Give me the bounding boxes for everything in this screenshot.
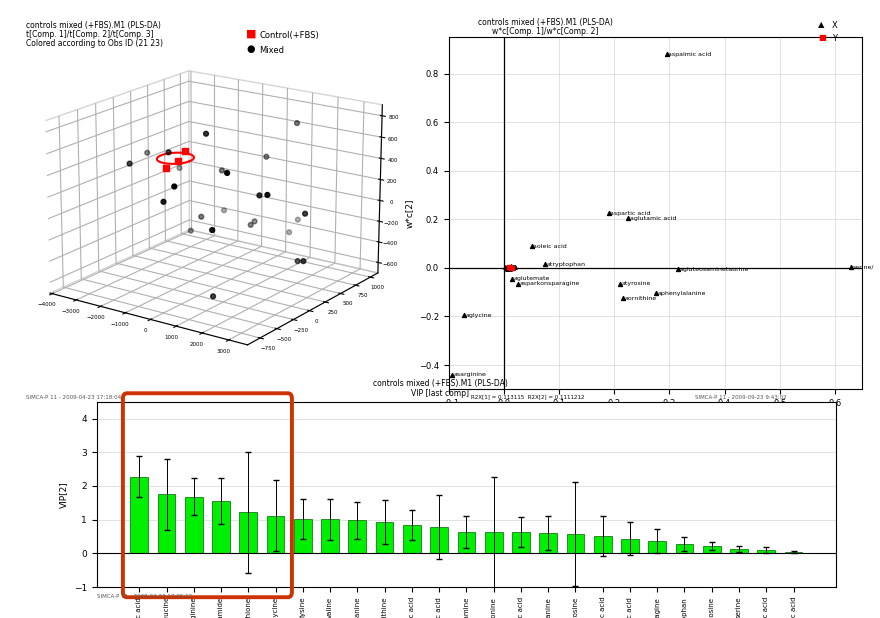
Text: aglycine: aglycine <box>466 313 493 318</box>
Point <box>501 262 515 272</box>
Point <box>508 262 522 272</box>
Point <box>499 263 513 273</box>
Point <box>612 279 627 289</box>
Point <box>503 264 517 274</box>
Text: controls mixed (+FBS).M1 (PLS-DA): controls mixed (+FBS).M1 (PLS-DA) <box>26 21 161 30</box>
Text: asarginine: asarginine <box>453 372 486 377</box>
Bar <box>730 549 748 553</box>
Bar <box>703 546 721 553</box>
Point <box>444 370 458 379</box>
Bar <box>376 522 393 553</box>
Text: ▲: ▲ <box>818 20 825 29</box>
Point <box>502 262 516 272</box>
Point <box>671 264 685 274</box>
Text: atryptophan: atryptophan <box>547 262 586 267</box>
Text: Mixed: Mixed <box>260 46 284 55</box>
Y-axis label: VIP[2]: VIP[2] <box>59 481 69 508</box>
Text: Colored according to Obs ID (21 23): Colored according to Obs ID (21 23) <box>26 40 164 48</box>
Point <box>505 274 519 284</box>
Bar <box>267 515 284 553</box>
Point <box>458 310 472 320</box>
Text: SIMCA-P 11 - 2009-04-23 17:18:04: SIMCA-P 11 - 2009-04-23 17:18:04 <box>26 395 121 400</box>
Bar <box>567 534 584 553</box>
Bar <box>758 550 775 553</box>
Text: asparkonsparagine: asparkonsparagine <box>519 281 580 286</box>
Point <box>615 294 629 303</box>
Point <box>649 289 663 298</box>
Text: aspalmic acid: aspalmic acid <box>668 51 712 57</box>
Bar <box>621 538 639 553</box>
Text: ●: ● <box>246 44 255 54</box>
Text: t[Comp. 1]/t[Comp. 2]/t[Comp. 3]: t[Comp. 1]/t[Comp. 2]/t[Comp. 3] <box>26 30 154 39</box>
Point <box>502 265 516 274</box>
Bar <box>485 533 502 553</box>
Point <box>503 261 517 271</box>
Point <box>506 263 520 273</box>
Bar <box>321 519 339 553</box>
Text: Y: Y <box>832 34 837 43</box>
Point <box>602 208 616 218</box>
Text: ■: ■ <box>246 29 257 39</box>
Bar <box>130 476 148 553</box>
Point <box>500 263 514 273</box>
Text: controls mixed (+FBS).M1 (PLS-DA): controls mixed (+FBS).M1 (PLS-DA) <box>372 379 508 388</box>
Text: aoleic acid: aoleic acid <box>533 243 567 248</box>
Bar <box>512 532 530 553</box>
Point <box>503 263 517 273</box>
Bar <box>239 512 257 553</box>
Text: X: X <box>832 22 838 30</box>
Point <box>505 263 519 273</box>
Point <box>499 263 513 273</box>
Bar <box>785 552 803 553</box>
Point <box>844 262 858 272</box>
Y-axis label: w*c[2]: w*c[2] <box>405 198 414 228</box>
Bar <box>403 525 421 553</box>
Bar <box>594 536 612 553</box>
Text: ■: ■ <box>818 33 826 41</box>
Text: aornithine: aornithine <box>624 296 656 301</box>
Point <box>539 260 553 269</box>
Text: SIMCA-P 11 - 2009-04-23 17:05:12: SIMCA-P 11 - 2009-04-23 17:05:12 <box>97 595 192 599</box>
X-axis label: w*c[1]: w*c[1] <box>641 413 671 423</box>
Text: Control(+FBS): Control(+FBS) <box>260 32 319 40</box>
Point <box>504 263 518 273</box>
Bar <box>539 533 557 553</box>
Bar <box>649 541 666 553</box>
Text: controls mixed (+FBS).M1 (PLS-DA): controls mixed (+FBS).M1 (PLS-DA) <box>478 18 613 27</box>
Text: aphenylalanine: aphenylalanine <box>657 291 706 296</box>
Point <box>510 279 524 289</box>
Bar <box>676 544 693 553</box>
Point <box>502 264 516 274</box>
Point <box>500 263 514 273</box>
Point <box>504 261 518 271</box>
Text: atyrosine: atyrosine <box>621 281 651 286</box>
Text: serine/: serine/ <box>853 265 875 269</box>
Bar <box>294 519 312 553</box>
Point <box>660 49 674 59</box>
Point <box>621 213 635 223</box>
Point <box>502 263 516 273</box>
Bar <box>458 532 475 553</box>
Text: aspartic acid: aspartic acid <box>611 211 651 216</box>
Text: R2X[1] = 0.113115  R2X[2] = 0.1111212: R2X[1] = 0.113115 R2X[2] = 0.1111212 <box>471 395 584 400</box>
Text: VIP [last comp]: VIP [last comp] <box>411 389 469 397</box>
Point <box>502 264 517 274</box>
Bar <box>430 527 448 553</box>
Point <box>498 262 512 272</box>
Bar <box>212 501 230 553</box>
Point <box>500 264 514 274</box>
Text: aglutamic acid: aglutamic acid <box>630 216 676 221</box>
Point <box>524 241 539 251</box>
Text: SIMCA-P 11 - 2009-09-23 9:43:02: SIMCA-P 11 - 2009-09-23 9:43:02 <box>695 395 787 400</box>
Text: w*c[Comp. 1]/w*c[Comp. 2]: w*c[Comp. 1]/w*c[Comp. 2] <box>493 27 598 36</box>
Point <box>505 263 519 273</box>
Bar <box>348 520 366 553</box>
Bar <box>185 497 202 553</box>
Point <box>506 263 520 273</box>
Text: aglutemate: aglutemate <box>514 276 550 281</box>
Bar <box>158 494 175 553</box>
Text: agluteosaminetaurine: agluteosaminetaurine <box>679 266 749 271</box>
Point <box>507 262 521 272</box>
